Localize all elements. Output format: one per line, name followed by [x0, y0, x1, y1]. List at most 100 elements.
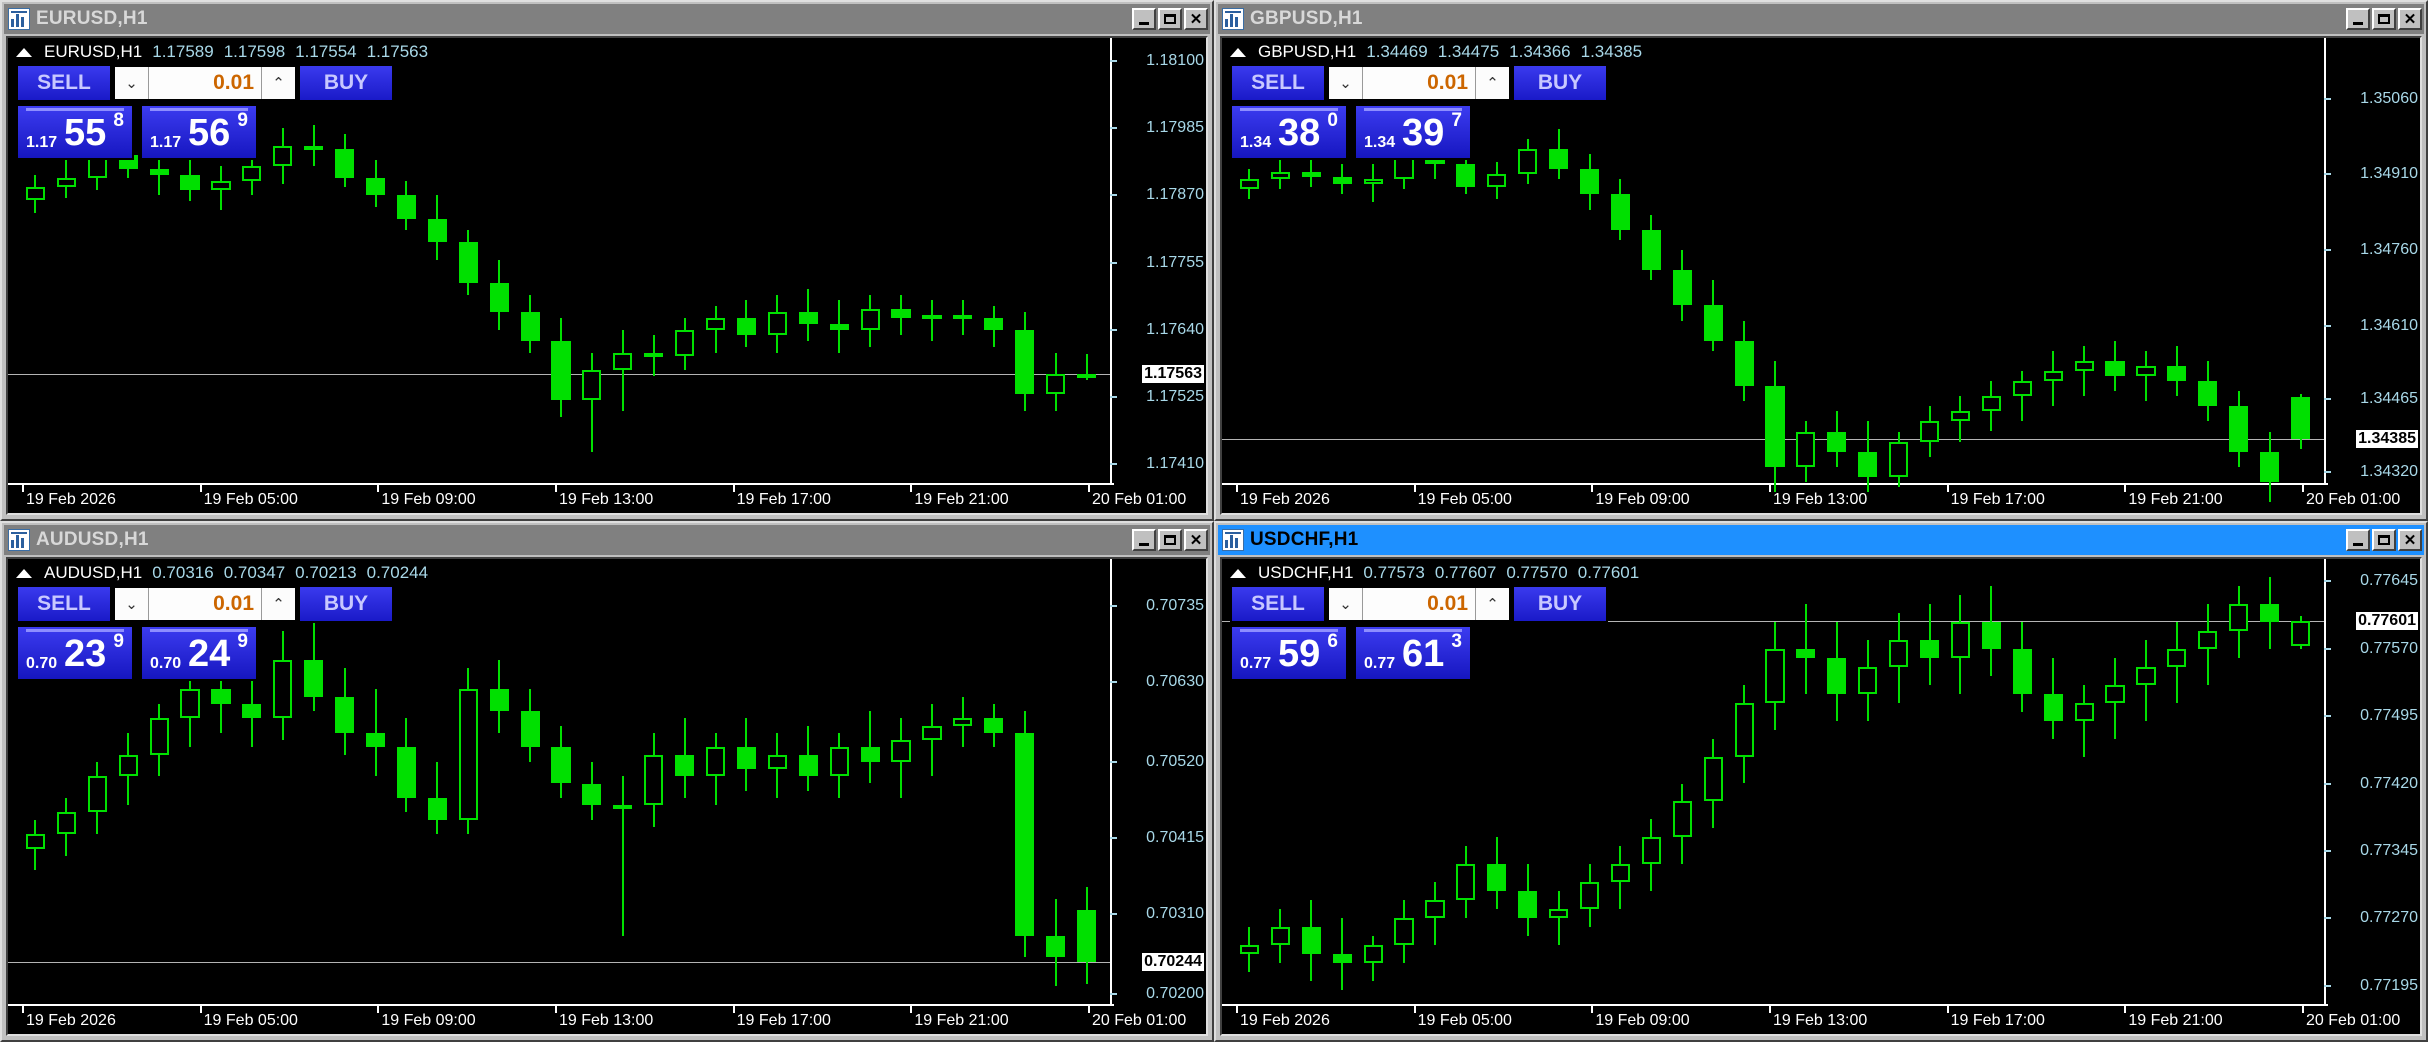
bid-price-box[interactable]: 0.77 59 6 [1230, 625, 1348, 681]
price-axis-tick [1110, 760, 1117, 763]
buy-button[interactable]: BUY [1512, 585, 1608, 623]
time-axis-label: 19 Feb 2026 [1240, 491, 1330, 508]
volume-stepper[interactable]: ⌄ 0.01 ⌃ [112, 585, 298, 623]
time-axis: 19 Feb 2026 19 Feb 05:00 19 Feb 09:00 19 Fe… [8, 1004, 1186, 1034]
chart-frame: 0.70735 0.70630 0.70520 0.70415 0.70310 0.702… [6, 557, 1208, 1036]
chart-plot-area[interactable]: 1.35060 1.34910 1.34760 1.34610 1.34465 1.343… [1222, 38, 2420, 513]
chevron-down-icon[interactable]: ⌄ [1329, 67, 1363, 99]
price-axis-label: 1.17870 [1146, 186, 1204, 204]
volume-stepper[interactable]: ⌄ 0.01 ⌃ [1326, 64, 1512, 102]
ask-price-box-fraction: 9 [237, 110, 248, 131]
buy-button[interactable]: BUY [298, 64, 394, 102]
chevron-up-icon[interactable]: ⌃ [1475, 67, 1509, 99]
chart-window-eurusd: EURUSD,H1 ✕ 1.18100 1.17985 1.17870 1.17755 1.… [0, 0, 1214, 521]
close-button[interactable]: ✕ [1184, 8, 1208, 30]
candle-body [1672, 270, 1692, 306]
one-click-trading-panel: SELL ⌄ 0.01 ⌃ BUY 1.17 55 8 1.17 56 9 [16, 64, 394, 160]
buy-button[interactable]: BUY [1512, 64, 1608, 102]
time-axis-label: 19 Feb 09:00 [1595, 491, 1690, 508]
close-button[interactable]: ✕ [2398, 529, 2422, 551]
candle-body [1981, 396, 2001, 412]
buy-button[interactable]: BUY [298, 585, 394, 623]
chevron-down-icon[interactable]: ⌄ [115, 67, 149, 99]
candle-body [675, 329, 695, 356]
price-axis-label: 1.34910 [2360, 165, 2418, 183]
candle-body [520, 312, 540, 342]
bid-price-box[interactable]: 0.70 23 9 [16, 625, 134, 681]
candle-body [1046, 374, 1066, 394]
candle-body [2198, 630, 2218, 649]
candle-body [2012, 648, 2032, 694]
chevron-up-icon[interactable]: ⌃ [261, 67, 295, 99]
candle-body [1827, 657, 1847, 694]
candle-body [87, 776, 107, 813]
candle-body [829, 323, 849, 330]
minimize-button[interactable] [1132, 529, 1156, 551]
candle-body [1046, 935, 1066, 958]
chart-quote-close: 1.17563 [366, 42, 429, 61]
candle-body [25, 834, 46, 849]
candle-body [582, 783, 602, 806]
bid-price-box[interactable]: 1.34 38 0 [1230, 104, 1348, 160]
volume-input[interactable]: 0.01 [1363, 588, 1475, 620]
one-click-trading-panel: SELL ⌄ 0.01 ⌃ BUY 0.77 59 6 0.77 61 3 [1230, 585, 1608, 681]
candle-body [304, 660, 324, 697]
candle-body [56, 177, 76, 187]
candle-body [922, 725, 942, 741]
price-axis-separator [1110, 559, 1112, 1034]
chevron-up-icon[interactable]: ⌃ [1475, 588, 1509, 620]
time-axis-tick [377, 483, 380, 492]
ask-price-box[interactable]: 1.34 39 7 [1354, 104, 1472, 160]
candle-body [1703, 305, 1723, 341]
volume-input[interactable]: 0.01 [149, 67, 261, 99]
minimize-button[interactable] [1132, 8, 1156, 30]
candle-body [180, 175, 200, 190]
chart-symbol-label: AUDUSD,H1 [44, 563, 143, 582]
volume-stepper[interactable]: ⌄ 0.01 ⌃ [112, 64, 298, 102]
sell-button[interactable]: SELL [1230, 64, 1326, 102]
candle-wick [2083, 684, 2086, 757]
minimize-button[interactable] [2346, 529, 2370, 551]
window-titlebar[interactable]: USDCHF,H1 ✕ [1218, 525, 2424, 555]
chart-plot-area[interactable]: 1.18100 1.17985 1.17870 1.17755 1.17640 1.175… [8, 38, 1206, 513]
candle-body [2105, 684, 2125, 703]
candle-body [365, 732, 386, 748]
window-titlebar[interactable]: EURUSD,H1 ✕ [4, 4, 1210, 34]
chart-plot-area[interactable]: 0.70735 0.70630 0.70520 0.70415 0.70310 0.702… [8, 559, 1206, 1034]
volume-input[interactable]: 0.01 [149, 588, 261, 620]
maximize-button[interactable] [1158, 529, 1182, 551]
time-axis-tick [910, 483, 913, 492]
chevron-up-icon[interactable]: ⌃ [261, 588, 295, 620]
bid-price-box[interactable]: 1.17 55 8 [16, 104, 134, 160]
maximize-button[interactable] [2372, 8, 2396, 30]
candle-body [736, 317, 757, 336]
chevron-down-icon[interactable]: ⌄ [115, 588, 149, 620]
ask-price-box[interactable]: 0.77 61 3 [1354, 625, 1472, 681]
one-click-controls-row: SELL ⌄ 0.01 ⌃ BUY [16, 585, 394, 623]
maximize-button[interactable] [2372, 529, 2396, 551]
maximize-button[interactable] [1158, 8, 1182, 30]
candle-body [1332, 954, 1352, 964]
volume-input[interactable]: 0.01 [1363, 67, 1475, 99]
volume-stepper[interactable]: ⌄ 0.01 ⌃ [1326, 585, 1512, 623]
window-titlebar[interactable]: AUDUSD,H1 ✕ [4, 525, 1210, 555]
chart-plot-area[interactable]: 0.77645 0.77570 0.77495 0.77420 0.77345 0.772… [1222, 559, 2420, 1034]
price-axis-tick [2324, 173, 2331, 176]
candle-body [1765, 648, 1785, 703]
close-button[interactable]: ✕ [1184, 529, 1208, 551]
chevron-down-icon[interactable]: ⌄ [1329, 588, 1363, 620]
candle-body [304, 145, 324, 150]
sell-button[interactable]: SELL [16, 64, 112, 102]
ask-price-box[interactable]: 0.70 24 9 [140, 625, 258, 681]
candle-body [1579, 169, 1600, 195]
sell-button[interactable]: SELL [1230, 585, 1326, 623]
close-button[interactable]: ✕ [2398, 8, 2422, 30]
candle-body [1641, 229, 1661, 271]
sell-button[interactable]: SELL [16, 585, 112, 623]
candle-body [1239, 179, 1260, 190]
window-titlebar[interactable]: GBPUSD,H1 ✕ [1218, 4, 2424, 34]
ask-price-box[interactable]: 1.17 56 9 [140, 104, 258, 160]
minimize-button[interactable] [2346, 8, 2370, 30]
chart-quote-line: GBPUSD,H1 1.34469 1.34475 1.34366 1.34385 [1230, 42, 1642, 62]
chart-window-icon [8, 8, 30, 30]
